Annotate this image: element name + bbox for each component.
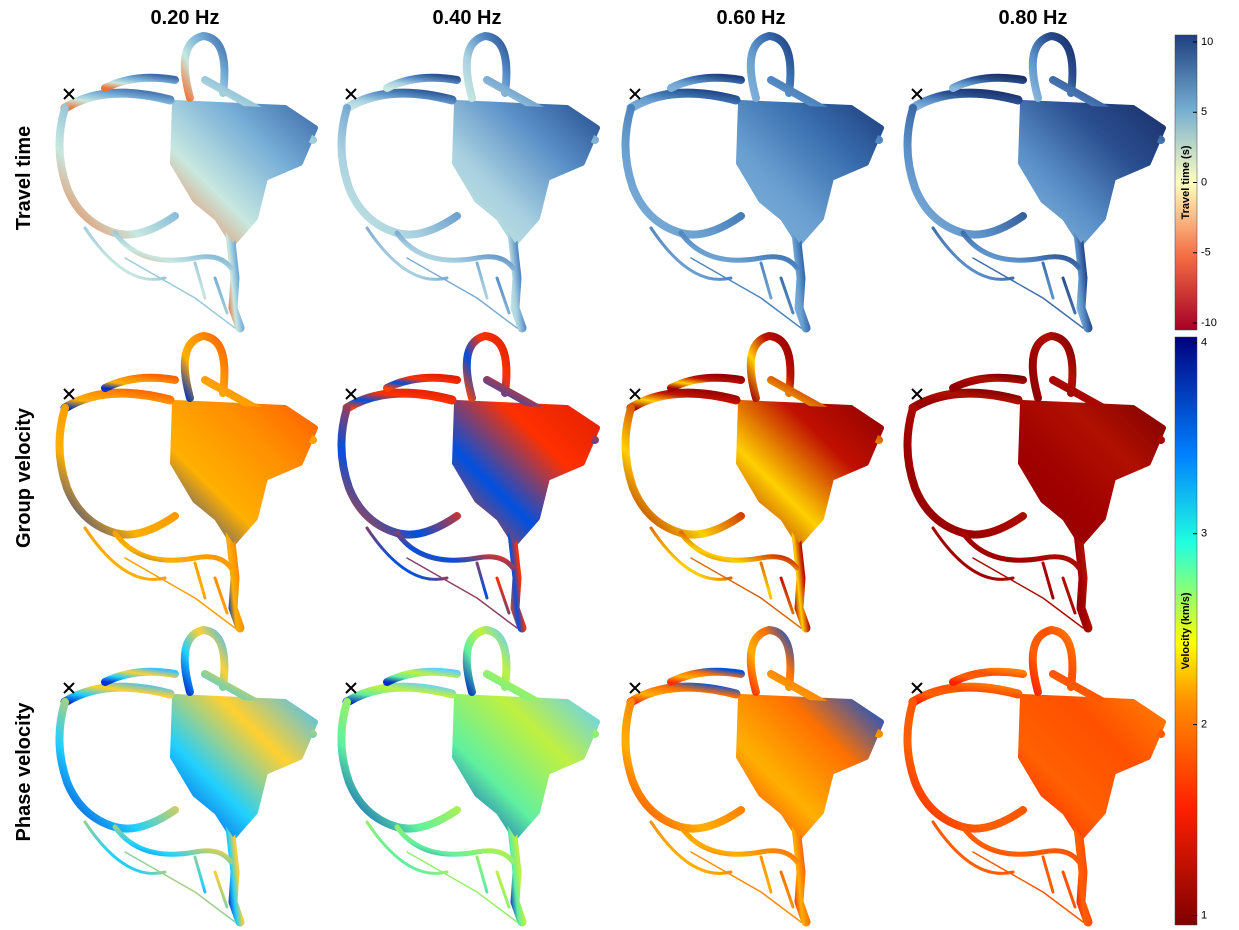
colorbar-tick-label: 1 bbox=[1201, 909, 1207, 921]
column-title: 0.60 Hz bbox=[717, 7, 786, 29]
network-fill bbox=[739, 697, 881, 837]
network-fill bbox=[739, 103, 881, 243]
colorbars: Travel time (s) 10 5 0 -5 -10 Velocity (km/s) 4… bbox=[1175, 35, 1217, 925]
network-fill bbox=[1021, 403, 1163, 543]
source-marker bbox=[64, 683, 74, 693]
map-panel bbox=[59, 336, 315, 628]
colorbar-tick-label: -5 bbox=[1201, 247, 1211, 259]
row-label: Group velocity bbox=[13, 407, 35, 548]
network-fill bbox=[173, 403, 315, 543]
map-panel bbox=[625, 336, 881, 628]
map-panel bbox=[341, 36, 597, 328]
colorbar-tick-label: -10 bbox=[1201, 317, 1217, 329]
network-fill bbox=[455, 403, 597, 543]
map-panel bbox=[341, 336, 597, 628]
source-marker bbox=[346, 389, 356, 399]
source-marker bbox=[912, 389, 922, 399]
source-marker bbox=[912, 683, 922, 693]
source-marker bbox=[912, 89, 922, 99]
network-fill bbox=[455, 103, 597, 243]
source-marker bbox=[346, 89, 356, 99]
network-fill bbox=[455, 697, 597, 837]
colorbar-tick-label: 5 bbox=[1201, 106, 1207, 118]
map-panel bbox=[59, 36, 315, 328]
colorbar-tick-label: 3 bbox=[1201, 528, 1207, 540]
network-fill bbox=[1021, 697, 1163, 837]
source-marker bbox=[630, 89, 640, 99]
colorbar-tick-label: 2 bbox=[1201, 718, 1207, 730]
colorbar-label: Velocity (km/s) bbox=[1180, 592, 1192, 669]
map-panel bbox=[625, 630, 881, 922]
colorbar-label: Travel time (s) bbox=[1180, 145, 1192, 219]
map-panel bbox=[907, 336, 1163, 628]
map-panel bbox=[59, 630, 315, 922]
map-panel bbox=[341, 630, 597, 922]
network-fill bbox=[1021, 103, 1163, 243]
map-panel bbox=[625, 36, 881, 328]
map-panel bbox=[907, 36, 1163, 328]
source-marker bbox=[64, 389, 74, 399]
row-label: Phase velocity bbox=[13, 702, 35, 842]
column-title: 0.40 Hz bbox=[433, 7, 502, 29]
figure: 0.20 Hz 0.40 Hz 0.60 Hz 0.80 Hz Travel time G… bbox=[0, 0, 1239, 930]
column-title: 0.20 Hz bbox=[151, 7, 220, 29]
source-marker bbox=[346, 683, 356, 693]
network-fill bbox=[173, 697, 315, 837]
colorbar-tick-label: 0 bbox=[1201, 176, 1207, 188]
source-marker bbox=[64, 89, 74, 99]
colorbar-tick-label: 4 bbox=[1201, 337, 1207, 349]
row-label: Travel time bbox=[13, 126, 35, 231]
source-marker bbox=[630, 389, 640, 399]
source-marker bbox=[630, 683, 640, 693]
network-fill bbox=[173, 103, 315, 243]
column-title: 0.80 Hz bbox=[999, 7, 1068, 29]
colorbar-tick-label: 10 bbox=[1201, 36, 1213, 48]
map-panel bbox=[907, 630, 1163, 922]
network-fill bbox=[739, 403, 881, 543]
map-panels bbox=[59, 36, 1163, 922]
